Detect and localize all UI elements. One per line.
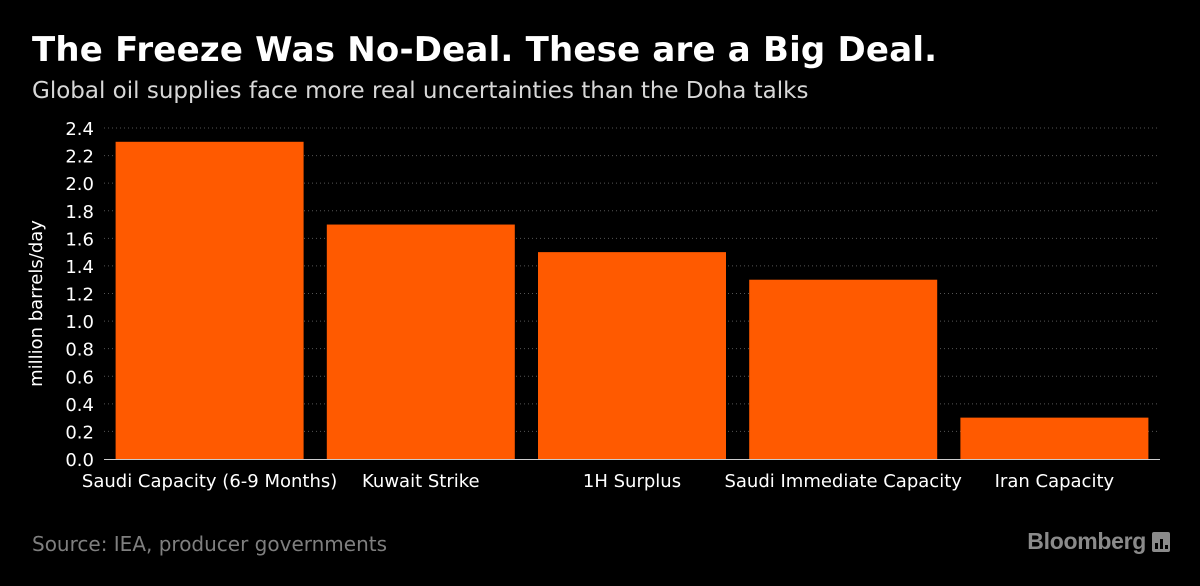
bar	[538, 252, 726, 459]
y-tick-label: 0.0	[65, 450, 94, 471]
bars	[115, 141, 1149, 459]
brand-name: Bloomberg	[1027, 528, 1146, 554]
y-tick-label: 2.4	[65, 119, 94, 140]
y-tick-label: 1.6	[65, 229, 94, 250]
y-tick-label: 1.8	[65, 202, 94, 223]
x-category-label: Saudi Immediate Capacity	[724, 471, 962, 492]
bar	[326, 224, 515, 459]
chart-title: The Freeze Was No-Deal. These are a Big …	[32, 30, 938, 70]
y-tick-label: 0.6	[65, 367, 94, 388]
bar	[960, 417, 1149, 459]
chart-subtitle: Global oil supplies face more real uncer…	[32, 78, 809, 104]
y-tick-label: 0.2	[65, 422, 94, 443]
y-tick-label: 1.0	[65, 312, 94, 333]
brand-logo: Bloomberg	[1027, 528, 1170, 555]
y-tick-label: 1.4	[65, 257, 94, 278]
x-category-label: 1H Surplus	[583, 471, 681, 492]
y-tick-label: 2.2	[65, 147, 94, 168]
y-axis-ticks: 0.0 0.2 0.4 0.6 0.8 1.0 1.2 1.4 1.6 1.8 2.0 2.2 2.4	[65, 119, 94, 471]
y-tick-label: 0.8	[65, 340, 94, 361]
y-tick-label: 0.4	[65, 395, 94, 416]
y-tick-label: 1.2	[65, 285, 94, 306]
bar	[749, 279, 938, 459]
x-category-label: Saudi Capacity (6-9 Months)	[82, 471, 337, 492]
x-category-label: Kuwait Strike	[362, 471, 480, 492]
bar	[115, 141, 304, 459]
y-tick-label: 2.0	[65, 174, 94, 195]
bloomberg-chart-icon	[1152, 531, 1170, 552]
x-category-label: Iran Capacity	[995, 471, 1115, 492]
source-note: Source: IEA, producer governments	[32, 532, 388, 556]
x-axis-labels: Saudi Capacity (6-9 Months) Kuwait Strike…	[82, 471, 1115, 492]
y-axis-label: million barrels/day	[26, 220, 47, 387]
